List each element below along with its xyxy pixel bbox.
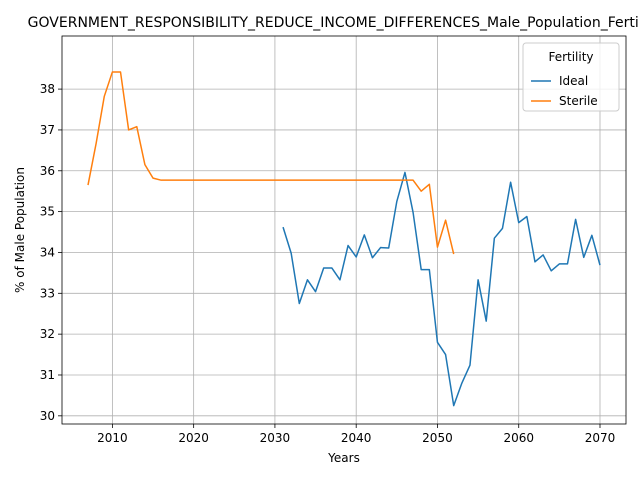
x-tick-label: 2070 xyxy=(585,431,616,445)
series-line-sterile xyxy=(87,71,455,255)
series-line-ideal xyxy=(282,171,601,407)
x-tick-label: 2050 xyxy=(422,431,453,445)
y-tick-label: 34 xyxy=(40,245,55,259)
x-tick-label: 2060 xyxy=(503,431,534,445)
legend-title: Fertility xyxy=(548,50,593,64)
y-tick-label: 32 xyxy=(40,327,55,341)
ticks: 2010 2020 2030 2040 2050 2060 2070 30 31 32 33 34 35… xyxy=(40,82,616,445)
x-tick-label: 2030 xyxy=(260,431,291,445)
y-tick-label: 30 xyxy=(40,409,55,423)
legend-label-ideal: Ideal xyxy=(559,74,588,88)
x-axis-label: Years xyxy=(327,451,360,465)
plot-frame xyxy=(61,35,627,425)
y-tick-label: 35 xyxy=(40,205,55,219)
x-tick-label: 2020 xyxy=(178,431,209,445)
legend-entries: Ideal Sterile xyxy=(531,74,598,108)
x-tick-label: 2040 xyxy=(341,431,372,445)
x-tick-label: 2010 xyxy=(97,431,128,445)
y-tick-label: 31 xyxy=(40,368,55,382)
y-axis-label: % of Male Population xyxy=(13,167,27,293)
y-tick-label: 38 xyxy=(40,82,55,96)
legend-label-sterile: Sterile xyxy=(559,94,598,108)
y-tick-label: 33 xyxy=(40,286,55,300)
series-lines xyxy=(87,71,601,407)
y-tick-label: 37 xyxy=(40,123,55,137)
legend: Fertility Ideal Sterile xyxy=(522,42,620,112)
chart-title: GOVERNMENT_RESPONSIBILITY_REDUCE_INCOME_… xyxy=(28,15,640,31)
legend-box xyxy=(522,42,620,112)
y-tick-label: 36 xyxy=(40,164,55,178)
grid xyxy=(62,36,626,424)
